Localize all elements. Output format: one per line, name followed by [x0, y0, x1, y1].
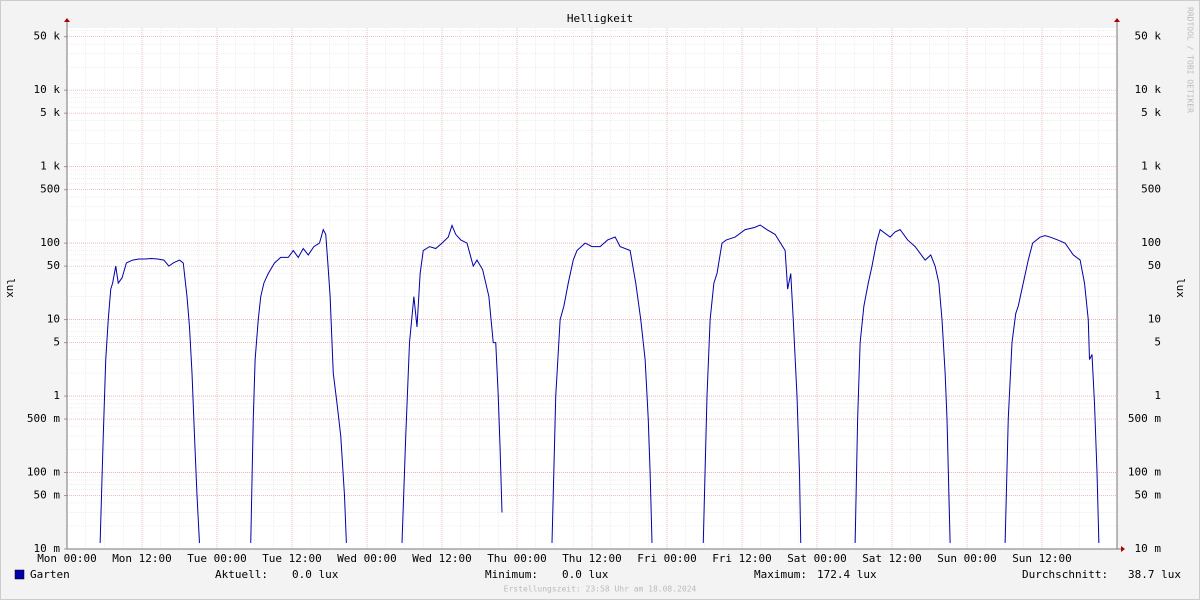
x-tick-label: Wed 12:00	[412, 552, 472, 565]
y-axis-label: lux	[4, 278, 17, 298]
y-tick-label-right: 50 m	[1135, 489, 1162, 502]
axis-arrow	[1114, 18, 1120, 22]
x-tick-label: Sat 00:00	[787, 552, 847, 565]
watermark: RRDTOOL / TOBI OETIKER	[1186, 7, 1195, 113]
x-tick-label: Sun 00:00	[937, 552, 997, 565]
y-tick-label-right: 5	[1154, 336, 1161, 349]
y-tick-label-right: 100 m	[1128, 466, 1161, 479]
y-tick-label: 5	[53, 336, 60, 349]
y-tick-label-right: 10 m	[1135, 542, 1162, 555]
x-tick-label: Sat 12:00	[862, 552, 922, 565]
stat-value: 0.0 lux	[562, 568, 609, 581]
y-tick-label: 50 k	[34, 30, 61, 43]
y-tick-label: 500 m	[27, 412, 60, 425]
y-tick-label: 1 k	[40, 160, 60, 173]
x-tick-label: Thu 00:00	[487, 552, 547, 565]
y-tick-label-right: 50	[1148, 259, 1161, 272]
x-tick-label: Sun 12:00	[1012, 552, 1072, 565]
y-tick-label: 100	[40, 236, 60, 249]
x-tick-label: Wed 00:00	[337, 552, 397, 565]
x-tick-label: Mon 00:00	[37, 552, 97, 565]
y-tick-label-right: 10	[1148, 313, 1161, 326]
stat-value: 38.7 lux	[1128, 568, 1181, 581]
y-tick-label-right: 5 k	[1141, 106, 1161, 119]
y-tick-label: 500	[40, 183, 60, 196]
axis-arrow	[64, 18, 70, 22]
y-tick-label-right: 500	[1141, 183, 1161, 196]
y-tick-label-right: 100	[1141, 236, 1161, 249]
x-tick-label: Tue 12:00	[262, 552, 322, 565]
x-tick-label: Fri 12:00	[712, 552, 772, 565]
y-tick-label-right: 500 m	[1128, 412, 1161, 425]
y-tick-label: 10 k	[34, 83, 61, 96]
stat-label: Durchschnitt:	[1022, 568, 1108, 581]
stat-value: 0.0 lux	[292, 568, 339, 581]
x-tick-label: Thu 12:00	[562, 552, 622, 565]
x-tick-label: Mon 12:00	[112, 552, 172, 565]
y-tick-label-right: 10 k	[1135, 83, 1162, 96]
stat-label: Minimum:	[485, 568, 538, 581]
data-line	[99, 224, 1100, 543]
y-tick-label: 100 m	[27, 466, 60, 479]
y-tick-label-right: 1	[1154, 389, 1161, 402]
axis-arrow	[1121, 546, 1125, 552]
stat-value: 172.4 lux	[817, 568, 877, 581]
y-tick-label: 5 k	[40, 106, 60, 119]
legend-label: Garten	[30, 568, 70, 581]
legend-swatch	[14, 569, 25, 580]
y-tick-label: 50 m	[34, 489, 61, 502]
y-axis-label-right: lux	[1174, 278, 1187, 298]
stat-label: Aktuell:	[215, 568, 268, 581]
y-tick-label: 10 m	[34, 542, 61, 555]
stat-label: Maximum:	[754, 568, 807, 581]
y-tick-label-right: 50 k	[1135, 30, 1162, 43]
x-tick-label: Tue 00:00	[187, 552, 247, 565]
y-tick-label-right: 1 k	[1141, 160, 1161, 173]
y-tick-label: 10	[47, 313, 60, 326]
y-tick-label: 50	[47, 259, 60, 272]
footer: Erstellungszeit: 23:58 Uhr am 18.08.2024	[504, 585, 697, 594]
chart-title: Helligkeit	[567, 12, 633, 25]
x-tick-label: Fri 00:00	[637, 552, 697, 565]
y-tick-label: 1	[53, 389, 60, 402]
